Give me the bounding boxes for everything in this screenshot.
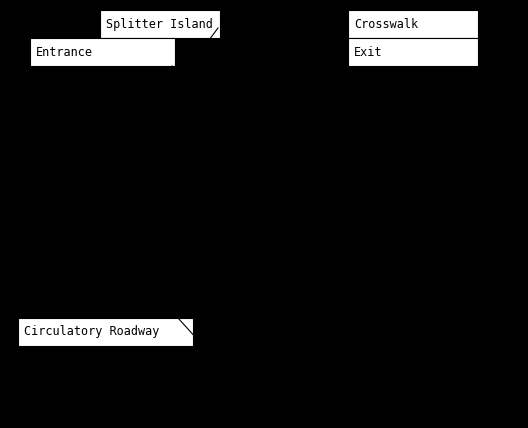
FancyBboxPatch shape <box>30 38 175 66</box>
Text: Entrance: Entrance <box>36 45 93 59</box>
FancyBboxPatch shape <box>100 10 220 38</box>
Text: Circulatory Roadway: Circulatory Roadway <box>24 326 159 339</box>
FancyBboxPatch shape <box>348 10 478 38</box>
Text: Crosswalk: Crosswalk <box>354 18 418 30</box>
FancyBboxPatch shape <box>348 38 478 66</box>
FancyBboxPatch shape <box>18 318 193 346</box>
Text: Exit: Exit <box>354 45 382 59</box>
Text: Splitter Island: Splitter Island <box>106 18 213 30</box>
